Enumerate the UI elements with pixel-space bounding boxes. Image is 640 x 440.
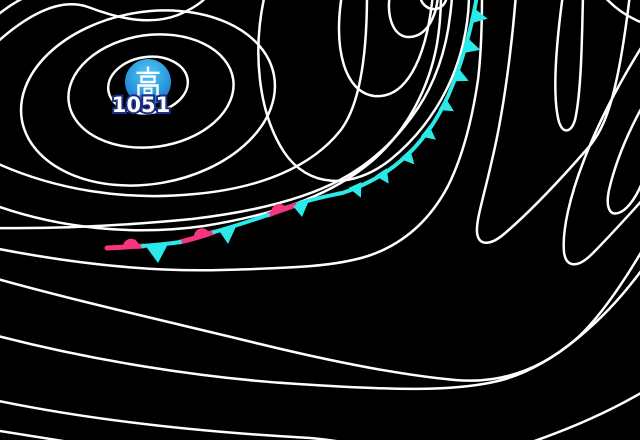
stationary-front — [104, 191, 344, 263]
warm-front-bump — [271, 203, 287, 214]
high-pressure-marker: 1051 — [110, 59, 172, 119]
cold-front-barb — [420, 125, 436, 140]
cold-front-barb — [348, 182, 362, 198]
cold-front-barb — [399, 149, 415, 165]
cold-front-barb — [438, 98, 454, 112]
cold-front-barb — [219, 224, 237, 244]
warm-front-bump — [122, 238, 139, 248]
cold-front-barb — [146, 244, 168, 263]
high-pressure-value: 1051 — [112, 93, 170, 117]
cold-front-barb — [453, 68, 469, 82]
cold-front-barb — [293, 200, 309, 217]
stationary-front-warm-segments — [104, 201, 301, 251]
cold-front-barb — [375, 168, 389, 184]
cold-front-barb — [465, 39, 481, 53]
kanji-takai-high-icon — [136, 66, 160, 96]
warm-front-bump — [193, 228, 210, 239]
stationary-front-cold-segments — [141, 191, 344, 263]
cold-front-barb — [472, 9, 488, 23]
cold-front — [340, 0, 488, 198]
